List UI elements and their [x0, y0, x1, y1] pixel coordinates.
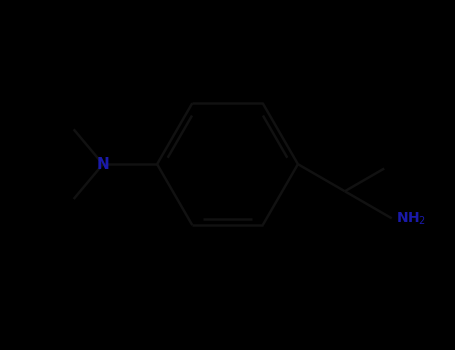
Text: NH$_2$: NH$_2$	[396, 210, 426, 226]
Text: N: N	[96, 157, 109, 172]
